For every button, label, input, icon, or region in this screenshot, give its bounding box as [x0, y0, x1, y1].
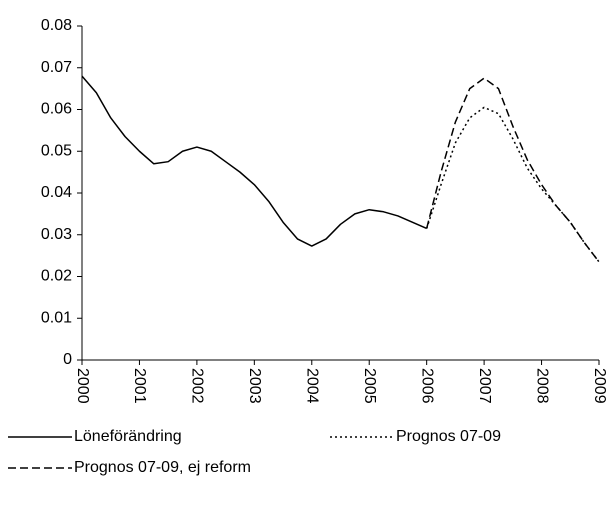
line-series: [81, 75, 427, 247]
legend-label: Löneförändring: [74, 428, 182, 445]
y-tick-label: 0: [63, 351, 72, 368]
line-series: [425, 106, 600, 263]
x-tick-label: 2009: [591, 368, 608, 404]
x-tick-label: 2003: [246, 368, 263, 404]
legend-label: Prognos 07-09, ej reform: [74, 459, 251, 476]
y-tick-label: 0.01: [41, 309, 72, 326]
y-tick-label: 0.06: [41, 101, 72, 118]
x-tick-label: 2006: [418, 368, 435, 404]
line-series: [425, 77, 600, 263]
x-tick-label: 2000: [74, 368, 91, 404]
y-tick-label: 0.05: [41, 142, 72, 159]
x-tick-label: 2004: [304, 368, 321, 404]
x-tick-label: 2007: [476, 368, 493, 404]
x-tick-label: 2008: [533, 368, 550, 404]
y-tick-label: 0.03: [41, 226, 72, 243]
y-tick-label: 0.02: [41, 268, 72, 285]
y-tick-label: 0.07: [41, 59, 72, 76]
legend-label: Prognos 07-09: [396, 428, 501, 445]
y-tick-label: 0.08: [41, 17, 72, 34]
y-tick-label: 0.04: [41, 184, 72, 201]
x-tick-label: 2001: [131, 368, 148, 404]
x-tick-label: 2002: [189, 368, 206, 404]
x-tick-label: 2005: [361, 368, 378, 404]
